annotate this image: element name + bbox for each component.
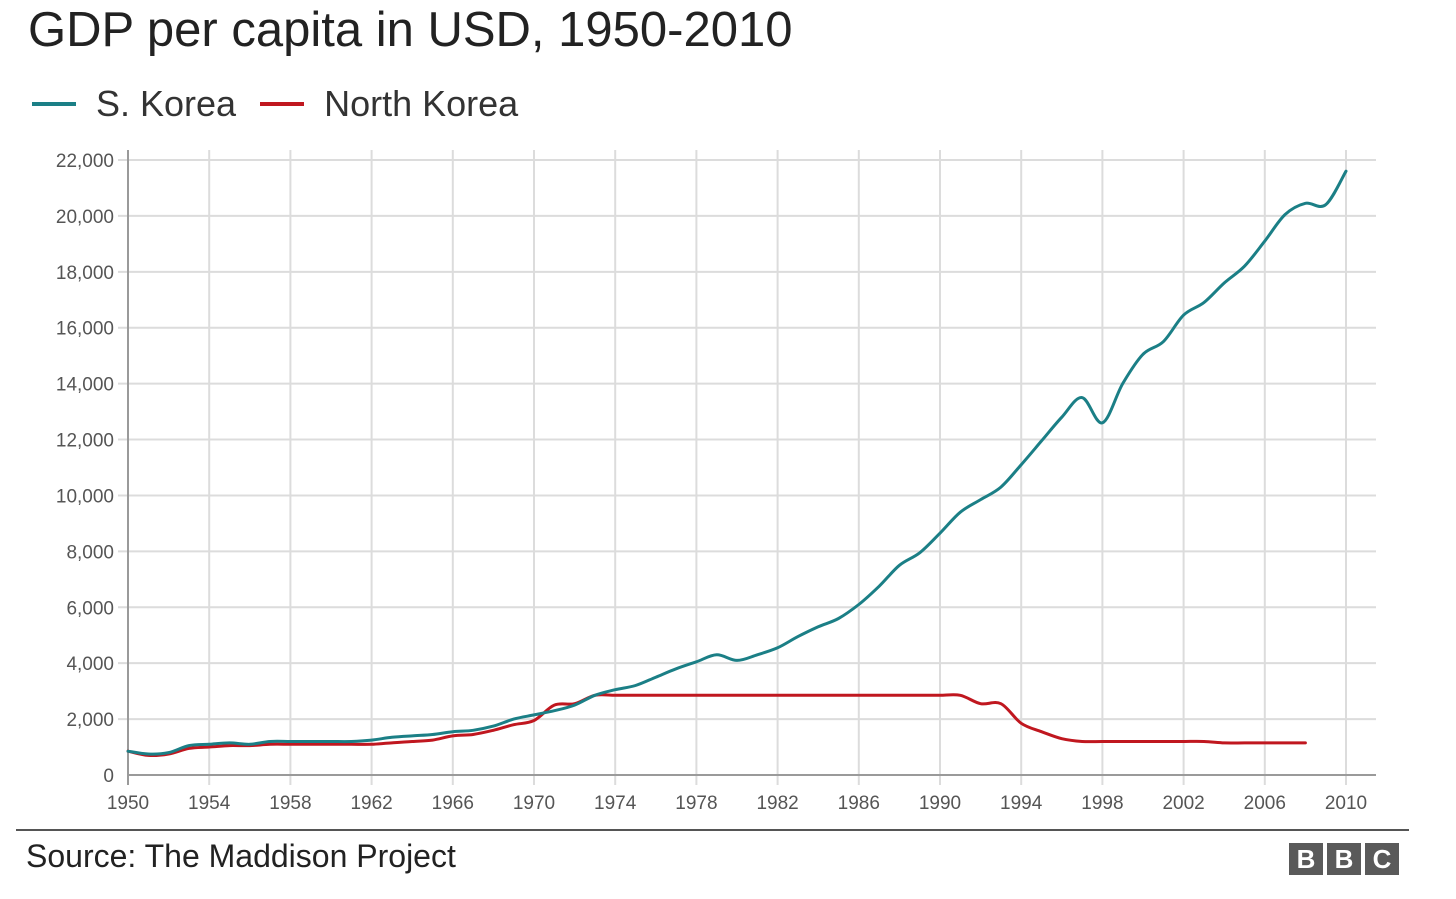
y-tick-label: 0 xyxy=(103,766,114,787)
x-tick-label: 1998 xyxy=(1081,793,1123,814)
x-tick-label: 1994 xyxy=(1000,793,1043,814)
logo-letter: B xyxy=(1327,843,1361,875)
legend-swatch-s-korea xyxy=(32,102,76,106)
x-tick-label: 1950 xyxy=(107,793,149,814)
bbc-logo: B B C xyxy=(1285,843,1399,875)
series-line-s-korea xyxy=(126,169,1348,756)
y-tick-label: 6,000 xyxy=(66,598,114,619)
legend-swatch-north-korea xyxy=(260,102,305,106)
x-tick-label: 1970 xyxy=(513,793,555,814)
y-tick-label: 8,000 xyxy=(66,542,114,563)
legend: S. Korea North Korea xyxy=(32,82,542,126)
y-tick-label: 18,000 xyxy=(56,263,114,284)
legend-item-north-korea: North Korea xyxy=(260,83,518,125)
x-tick-label: 1966 xyxy=(432,793,474,814)
y-tick-label: 14,000 xyxy=(56,375,114,396)
line-chart: 0 2,000 4,000 6,000 8,000 10,000 12,000 14,000 1… xyxy=(56,150,1376,814)
legend-item-s-korea: S. Korea xyxy=(32,83,236,125)
source-note: Source: The Maddison Project xyxy=(26,838,456,874)
y-tick-label: 16,000 xyxy=(56,319,114,340)
legend-label-s-korea: S. Korea xyxy=(96,83,237,124)
chart-title: GDP per capita in USD, 1950-2010 xyxy=(28,3,793,57)
logo-letter: C xyxy=(1365,843,1399,875)
x-tick-label: 1954 xyxy=(188,793,231,814)
footer-divider xyxy=(16,829,1409,831)
y-tick-label: 20,000 xyxy=(56,207,114,228)
x-tick-label: 2006 xyxy=(1244,793,1286,814)
x-tick-label: 1974 xyxy=(594,793,637,814)
y-tick-label: 22,000 xyxy=(56,151,114,172)
x-tick-label: 1978 xyxy=(675,793,717,814)
logo-letter: B xyxy=(1289,843,1323,875)
x-tick-label: 1958 xyxy=(269,793,311,814)
x-tick-label: 1990 xyxy=(919,793,961,814)
x-tick-label: 1962 xyxy=(350,793,392,814)
y-tick-label: 4,000 xyxy=(66,654,114,675)
legend-label-north-korea: North Korea xyxy=(324,83,519,124)
x-tick-label: 2002 xyxy=(1162,793,1204,814)
x-tick-label: 1982 xyxy=(756,793,798,814)
series-line-north-korea xyxy=(126,693,1307,758)
x-tick-label: 1986 xyxy=(838,793,880,814)
y-tick-label: 10,000 xyxy=(56,486,114,507)
y-tick-label: 12,000 xyxy=(56,431,114,452)
x-tick-label: 2010 xyxy=(1325,793,1367,814)
y-tick-label: 2,000 xyxy=(66,710,114,731)
